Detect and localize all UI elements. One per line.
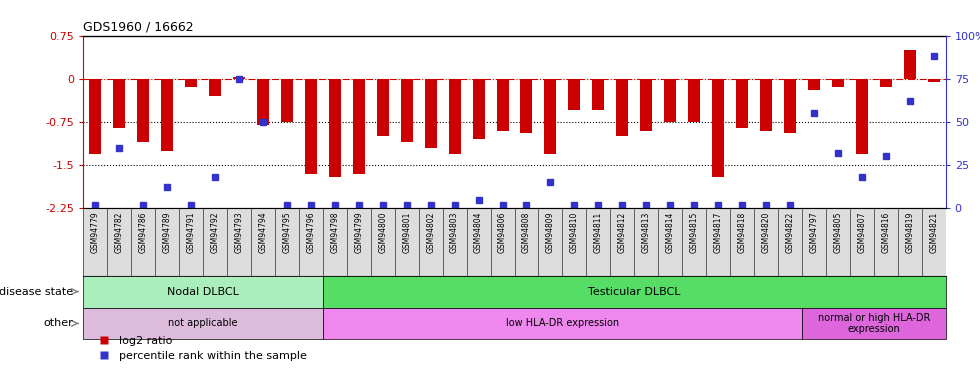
Bar bbox=[880, 79, 892, 87]
Bar bbox=[640, 79, 653, 130]
Bar bbox=[401, 79, 413, 142]
Text: GSM94809: GSM94809 bbox=[546, 211, 555, 253]
Bar bbox=[712, 79, 724, 177]
Bar bbox=[904, 50, 915, 79]
Text: GSM94782: GSM94782 bbox=[115, 211, 123, 253]
Legend: log2 ratio, percentile rank within the sample: log2 ratio, percentile rank within the s… bbox=[89, 331, 312, 366]
Bar bbox=[185, 79, 197, 87]
Bar bbox=[568, 79, 580, 110]
Text: GSM94798: GSM94798 bbox=[330, 211, 339, 253]
Text: GSM94814: GSM94814 bbox=[665, 211, 674, 253]
Bar bbox=[928, 79, 940, 82]
Text: GSM94811: GSM94811 bbox=[594, 211, 603, 253]
Bar bbox=[322, 276, 946, 308]
Bar bbox=[760, 79, 772, 130]
Text: GSM94795: GSM94795 bbox=[282, 211, 291, 253]
Text: GSM94819: GSM94819 bbox=[906, 211, 914, 253]
Text: GSM94821: GSM94821 bbox=[929, 211, 938, 253]
Text: GSM94817: GSM94817 bbox=[713, 211, 722, 253]
Text: GSM94800: GSM94800 bbox=[378, 211, 387, 253]
Bar bbox=[161, 79, 173, 151]
Text: GDS1960 / 16662: GDS1960 / 16662 bbox=[83, 20, 194, 33]
Text: disease state: disease state bbox=[0, 286, 74, 297]
Text: GSM94799: GSM94799 bbox=[355, 211, 364, 253]
Text: GSM94812: GSM94812 bbox=[617, 211, 627, 253]
Bar bbox=[472, 79, 484, 139]
Bar bbox=[736, 79, 748, 128]
Bar bbox=[664, 79, 676, 122]
Text: GSM94806: GSM94806 bbox=[498, 211, 507, 253]
Text: GSM94792: GSM94792 bbox=[211, 211, 220, 253]
Bar bbox=[808, 79, 820, 90]
Text: GSM94807: GSM94807 bbox=[858, 211, 866, 253]
Bar bbox=[137, 79, 149, 142]
Text: Testicular DLBCL: Testicular DLBCL bbox=[588, 286, 680, 297]
Text: GSM94797: GSM94797 bbox=[809, 211, 818, 253]
Bar bbox=[449, 79, 461, 153]
Text: GSM94816: GSM94816 bbox=[881, 211, 890, 253]
Text: GSM94815: GSM94815 bbox=[690, 211, 699, 253]
Bar bbox=[257, 79, 269, 125]
Bar bbox=[784, 79, 796, 134]
Text: Nodal DLBCL: Nodal DLBCL bbox=[168, 286, 239, 297]
Text: GSM94822: GSM94822 bbox=[786, 211, 795, 253]
Bar bbox=[832, 79, 844, 87]
Bar bbox=[376, 79, 389, 136]
Text: GSM94810: GSM94810 bbox=[570, 211, 579, 253]
Text: GSM94793: GSM94793 bbox=[234, 211, 243, 253]
Text: GSM94820: GSM94820 bbox=[761, 211, 770, 253]
Text: GSM94801: GSM94801 bbox=[402, 211, 412, 253]
Text: GSM94803: GSM94803 bbox=[450, 211, 459, 253]
Bar bbox=[89, 79, 101, 153]
Text: GSM94796: GSM94796 bbox=[307, 211, 316, 253]
Bar bbox=[424, 79, 437, 148]
Bar bbox=[329, 79, 341, 177]
Bar bbox=[83, 276, 322, 308]
Bar bbox=[322, 308, 802, 339]
Text: GSM94791: GSM94791 bbox=[186, 211, 196, 253]
Text: not applicable: not applicable bbox=[169, 318, 238, 328]
Bar bbox=[114, 79, 125, 128]
Text: GSM94805: GSM94805 bbox=[833, 211, 843, 253]
Text: GSM94789: GSM94789 bbox=[163, 211, 172, 253]
Bar bbox=[83, 308, 322, 339]
Bar bbox=[802, 308, 946, 339]
Bar bbox=[616, 79, 628, 136]
Bar bbox=[688, 79, 700, 122]
Bar bbox=[281, 79, 293, 122]
Bar bbox=[856, 79, 868, 153]
Text: low HLA-DR expression: low HLA-DR expression bbox=[506, 318, 619, 328]
Text: GSM94804: GSM94804 bbox=[474, 211, 483, 253]
Text: GSM94813: GSM94813 bbox=[642, 211, 651, 253]
Bar bbox=[209, 79, 221, 96]
Bar bbox=[497, 79, 509, 130]
Text: normal or high HLA-DR
expression: normal or high HLA-DR expression bbox=[817, 313, 930, 334]
Text: GSM94794: GSM94794 bbox=[259, 211, 268, 253]
Text: GSM94786: GSM94786 bbox=[139, 211, 148, 253]
Text: other: other bbox=[44, 318, 74, 328]
Bar bbox=[233, 77, 245, 79]
Text: GSM94802: GSM94802 bbox=[426, 211, 435, 253]
Bar bbox=[520, 79, 532, 134]
Text: GSM94779: GSM94779 bbox=[91, 211, 100, 253]
Text: GSM94818: GSM94818 bbox=[738, 211, 747, 253]
Bar bbox=[592, 79, 605, 110]
Bar bbox=[545, 79, 557, 153]
Bar bbox=[305, 79, 317, 174]
Text: GSM94808: GSM94808 bbox=[522, 211, 531, 253]
Bar bbox=[353, 79, 365, 174]
